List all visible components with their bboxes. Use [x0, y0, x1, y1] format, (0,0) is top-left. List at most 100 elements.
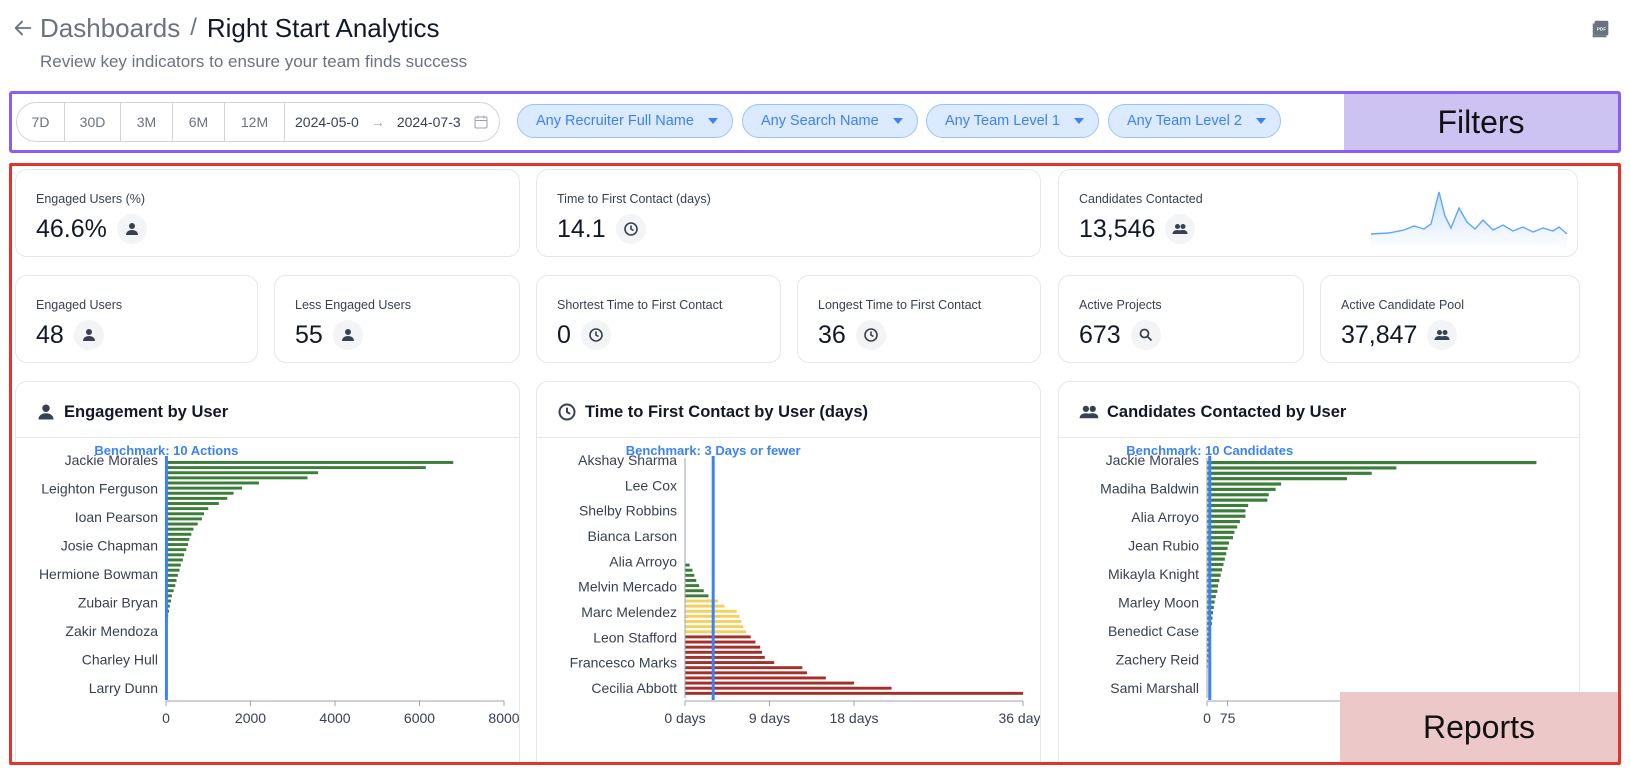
x-tick-label: 6000 — [404, 710, 435, 726]
bar — [166, 476, 308, 480]
team-level-2-filter-dropdown[interactable]: Any Team Level 2 — [1108, 104, 1281, 138]
category-label: Charley Hull — [82, 652, 158, 668]
x-tick-label: 0 — [162, 710, 170, 726]
kpi-value: 48 — [36, 320, 104, 350]
category-label: Alia Arroyo — [1131, 509, 1199, 525]
kpi-label: Engaged Users (%) — [36, 192, 146, 206]
range-30d-button[interactable]: 30D — [65, 103, 121, 141]
kpi-card-engaged-pct: Engaged Users (%) 46.6% — [15, 169, 520, 257]
bar — [685, 568, 693, 572]
bar — [1207, 659, 1209, 663]
bar — [1207, 584, 1218, 588]
bar — [685, 630, 747, 634]
bar — [166, 599, 172, 603]
category-label: Lee Cox — [625, 477, 677, 493]
chart-card-time-first-contact: Time to First Contact by User (days) Ben… — [536, 381, 1041, 762]
page-header: Dashboards / Right Start Analytics Revie… — [12, 10, 1612, 80]
arrow-left-icon[interactable] — [12, 17, 34, 39]
bar — [1207, 546, 1228, 550]
kpi-value-text: 14.1 — [557, 214, 606, 243]
person-icon — [73, 320, 104, 350]
x-tick-label: 9 days — [749, 710, 790, 726]
range-3m-button[interactable]: 3M — [121, 103, 173, 141]
range-6m-button[interactable]: 6M — [173, 103, 225, 141]
bar — [1207, 595, 1216, 599]
page-subtitle: Review key indicators to ensure your tea… — [40, 52, 468, 71]
person-icon — [116, 214, 147, 244]
kpi-value-text: 13,546 — [1079, 214, 1156, 243]
bar — [166, 461, 454, 464]
bar — [166, 522, 198, 526]
team-level-2-filter-label: Any Team Level 2 — [1127, 113, 1242, 129]
category-label: Zachery Reid — [1116, 652, 1199, 668]
bar — [1207, 525, 1238, 529]
bar — [685, 681, 854, 685]
chart-title: Time to First Contact by User (days) — [557, 402, 868, 422]
kpi-value: 36 — [818, 320, 886, 350]
team-level-1-filter-label: Any Team Level 1 — [945, 113, 1060, 129]
recruiter-filter-dropdown[interactable]: Any Recruiter Full Name — [517, 104, 733, 138]
category-label: Alia Arroyo — [609, 553, 677, 569]
kpi-label: Candidates Contacted — [1079, 192, 1203, 206]
search-name-filter-label: Any Search Name — [761, 113, 879, 129]
breadcrumb-separator: / — [190, 14, 197, 41]
bar — [166, 527, 194, 531]
chart-title: Candidates Contacted by User — [1079, 402, 1346, 422]
kpi-label: Engaged Users — [36, 298, 123, 312]
divider — [16, 437, 519, 438]
benchmark-label: Benchmark: 3 Days or fewer — [626, 443, 801, 458]
team-level-1-filter-dropdown[interactable]: Any Team Level 1 — [926, 104, 1099, 138]
bar — [685, 589, 704, 593]
range-7d-button[interactable]: 7D — [17, 103, 65, 141]
x-tick-label: 0 — [1203, 710, 1211, 726]
search-name-filter-dropdown[interactable]: Any Search Name — [742, 104, 918, 138]
divider — [537, 437, 1040, 438]
kpi-value: 0 — [557, 320, 611, 350]
pdf-export-icon[interactable]: PDF — [1590, 18, 1612, 40]
category-label: Leighton Ferguson — [41, 481, 158, 497]
category-label: Ioan Pearson — [75, 509, 158, 525]
people-icon — [1079, 405, 1099, 419]
kpi-card-candidates-contacted: Candidates Contacted 13,546 — [1058, 169, 1578, 257]
kpi-value-text: 36 — [818, 320, 846, 349]
bar — [685, 579, 697, 582]
category-label: Jackie Morales — [1106, 452, 1199, 468]
kpi-label: Active Projects — [1079, 298, 1162, 312]
bar — [685, 584, 700, 588]
bar — [685, 635, 751, 639]
x-tick-label: 4000 — [319, 710, 350, 726]
date-to-field[interactable]: 2024-07-3 — [396, 114, 461, 130]
range-12m-button[interactable]: 12M — [225, 103, 285, 141]
chart-title: Engagement by User — [36, 402, 228, 422]
kpi-card-active-projects: Active Projects 673 — [1058, 275, 1304, 363]
bar — [685, 671, 808, 675]
date-range-picker[interactable]: 2024-05-0 → 2024-07-3 — [285, 103, 499, 141]
date-from-field[interactable]: 2024-05-0 — [295, 114, 359, 130]
breadcrumb-dashboards-link[interactable]: Dashboards — [40, 12, 181, 43]
x-tick-label: 0 days — [664, 710, 705, 726]
chevron-down-icon — [1074, 118, 1084, 124]
category-label: Bianca Larson — [587, 528, 677, 544]
breadcrumb: Dashboards / Right Start Analytics — [12, 10, 1612, 46]
category-label: Sami Marshall — [1110, 680, 1199, 696]
bar — [685, 686, 892, 690]
bar — [685, 691, 1023, 695]
category-label: Zakir Mendoza — [65, 623, 158, 639]
category-label: Larry Dunn — [89, 680, 158, 696]
calendar-icon[interactable] — [473, 114, 489, 130]
x-tick-label: 75 — [1220, 710, 1236, 726]
bar — [685, 563, 690, 567]
bar — [685, 676, 826, 680]
kpi-label: Active Candidate Pool — [1341, 298, 1464, 312]
bar — [1207, 477, 1347, 481]
kpi-value-text: 673 — [1079, 320, 1121, 349]
bar — [685, 666, 803, 670]
filters-annotation-label: Filters — [1344, 94, 1618, 150]
bar — [166, 548, 187, 552]
category-label: Melvin Mercado — [578, 579, 677, 595]
bar — [1207, 503, 1249, 508]
bar — [166, 543, 188, 547]
x-tick-label: 2000 — [235, 710, 266, 726]
